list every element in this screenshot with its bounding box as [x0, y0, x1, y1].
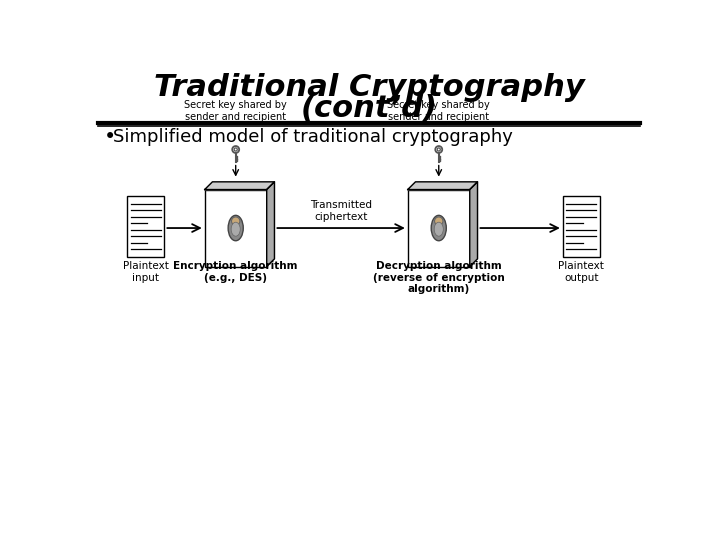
Ellipse shape [431, 215, 446, 241]
Text: Plaintext
input: Plaintext input [123, 261, 168, 283]
Bar [204, 190, 266, 267]
Ellipse shape [231, 222, 240, 236]
Circle shape [232, 217, 240, 225]
Ellipse shape [228, 215, 243, 241]
Polygon shape [469, 182, 477, 267]
Text: (cont’d): (cont’d) [300, 94, 438, 123]
Text: Traditional Cryptography: Traditional Cryptography [153, 73, 585, 103]
Polygon shape [204, 182, 274, 190]
Text: Secret key shared by
sender and recipient: Secret key shared by sender and recipien… [184, 100, 287, 122]
Text: Secret key shared by
sender and recipient: Secret key shared by sender and recipien… [387, 100, 490, 122]
Text: Plaintext
output: Plaintext output [559, 261, 604, 283]
Text: Simplified model of traditional cryptography: Simplified model of traditional cryptogr… [113, 128, 513, 146]
Bar [563, 195, 600, 257]
Text: •: • [104, 127, 116, 147]
Polygon shape [408, 182, 477, 190]
Circle shape [435, 217, 443, 225]
Text: Decryption algorithm
(reverse of encryption
algorithm): Decryption algorithm (reverse of encrypt… [373, 261, 505, 294]
Bar [127, 195, 164, 257]
Text: Encryption algorithm
(e.g., DES): Encryption algorithm (e.g., DES) [174, 261, 298, 283]
Polygon shape [266, 182, 274, 267]
Bar [408, 190, 469, 267]
Text: Transmitted
ciphertext: Transmitted ciphertext [310, 200, 372, 222]
Ellipse shape [434, 222, 444, 236]
